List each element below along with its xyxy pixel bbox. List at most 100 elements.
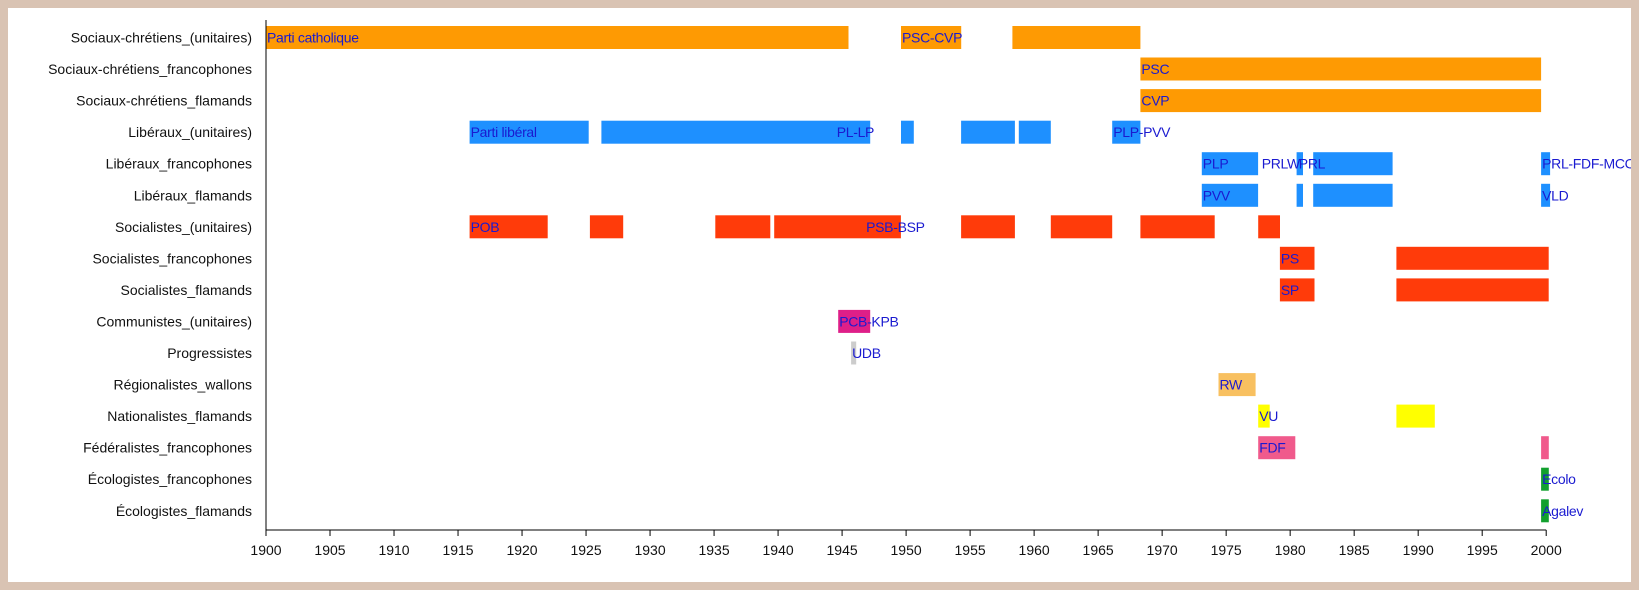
x-tick-label-1905: 1905 (314, 542, 345, 558)
bar-liberaux-unitaires-6 (1112, 120, 1141, 144)
x-tick-label-1910: 1910 (378, 542, 409, 558)
party-timeline-chart: Sociaux-chrétiens_(unitaires) Sociaux-chr… (48, 20, 1631, 558)
segment-label-psb-bsp: PSB-BSP (866, 219, 925, 235)
bar-nationalistes-flamands-1 (1258, 404, 1270, 428)
row-label-communistes-unitaires: Communistes_(unitaires) (96, 313, 252, 329)
bar-liberaux-flamands-4 (1541, 183, 1551, 207)
bar-progressistes-1 (851, 341, 857, 365)
x-tick-label-1940: 1940 (763, 542, 794, 558)
bar-socialistes-unitaires-2 (589, 215, 624, 239)
row-label-liberaux-francophones: Libéraux_francophones (106, 156, 252, 172)
segment-label-ecolo: Ecolo (1542, 471, 1576, 487)
row-label-socialistes-unitaires: Socialistes_(unitaires) (115, 219, 252, 235)
bar-liberaux-francophones-1 (1201, 152, 1259, 176)
row-label-ecologistes-francophones: Écologistes_francophones (88, 471, 252, 487)
bar-liberaux-francophones-4 (1541, 152, 1551, 176)
row-label-liberaux-unitaires: Libéraux_(unitaires) (128, 124, 252, 140)
bar-liberaux-unitaires-2 (601, 120, 871, 144)
bar-ecologistes-francophones-1 (1541, 467, 1549, 491)
x-tick-label-1965: 1965 (1083, 542, 1114, 558)
bar-liberaux-flamands-2 (1296, 183, 1303, 207)
segment-label-sp: SP (1281, 282, 1299, 298)
segment-label-agalev: Agalev (1542, 503, 1583, 519)
segment-label-parti-catholique: Parti catholique (267, 30, 359, 46)
bar-liberaux-unitaires-4 (961, 120, 1015, 144)
x-tick-label-1945: 1945 (827, 542, 858, 558)
segment-label-vld: VLD (1542, 187, 1569, 203)
segment-label-cvp: CVP (1141, 93, 1169, 109)
axes: 1900 1905 1910 1915 1920 1925 1930 1935 1940 1945… (250, 20, 1562, 558)
bar-liberaux-francophones-3 (1313, 152, 1393, 176)
bar-socialistes-unitaires-7 (1140, 215, 1215, 239)
x-tick-label-1935: 1935 (698, 542, 729, 558)
row-label-regionalistes-wallons: Régionalistes_wallons (113, 377, 252, 393)
segment-label-pvv: PVV (1203, 187, 1231, 203)
x-tick-label-1975: 1975 (1211, 542, 1242, 558)
bar-socialistes-flamands-1 (1279, 278, 1315, 302)
segment-label-plp: PLP (1203, 156, 1229, 172)
bar-liberaux-francophones-2 (1296, 152, 1303, 176)
bar-socialistes-francophones-2 (1396, 246, 1549, 270)
row-label-socialistes-francophones: Socialistes_francophones (92, 250, 252, 266)
bar-liberaux-unitaires-1 (469, 120, 589, 144)
x-tick-label-1980: 1980 (1275, 542, 1306, 558)
row-label-nationalistes-flamands: Nationalistes_flamands (107, 408, 252, 424)
x-tick-label-1970: 1970 (1147, 542, 1178, 558)
bar-liberaux-unitaires-3 (901, 120, 914, 144)
segment-label-pl-lp: PL-LP (837, 124, 874, 140)
bar-federalistes-francophones-1 (1258, 436, 1296, 460)
row-label-ecologistes-flamands: Écologistes_flamands (116, 503, 252, 519)
bar-communistes-unitaires-1 (838, 309, 871, 333)
segment-label-prl: PRL (1299, 156, 1326, 172)
segment-label-parti-liberal: Parti libéral (471, 124, 537, 140)
bar-socialistes-flamands-2 (1396, 278, 1549, 302)
x-tick-label-1960: 1960 (1019, 542, 1050, 558)
bar-sociaux-chretiens-unitaires-2 (901, 26, 962, 49)
segment-label-psc: PSC (1141, 61, 1169, 77)
row-label-federalistes-francophones: Fédéralistes_francophones (83, 440, 252, 456)
bar-socialistes-unitaires-8 (1258, 215, 1280, 239)
bar-socialistes-unitaires-4 (774, 215, 901, 239)
x-tick-label-1925: 1925 (570, 542, 601, 558)
x-tick-label-1900: 1900 (250, 542, 281, 558)
chart-panel: Sociaux-chrétiens_(unitaires) Sociaux-chr… (8, 8, 1631, 582)
segment-labels: Parti catholique PSC-CVP PSC CVP Parti libér… (267, 30, 1631, 519)
bar-ecologistes-flamands-1 (1541, 499, 1549, 523)
x-tick-label-1930: 1930 (634, 542, 665, 558)
segment-label-pcb-kpb: PCB-KPB (839, 313, 898, 329)
segment-label-pob: POB (471, 219, 500, 235)
bar-liberaux-flamands-3 (1313, 183, 1393, 207)
bar-sociaux-chretiens-unitaires-3 (1012, 26, 1141, 49)
segment-label-prlw: PRLW (1262, 156, 1301, 172)
row-label-sociaux-chretiens-francophones: Sociaux-chrétiens_francophones (48, 61, 252, 77)
x-tick-label-2000: 2000 (1531, 542, 1562, 558)
bar-liberaux-flamands-1 (1201, 183, 1259, 207)
row-label-sociaux-chretiens-unitaires: Sociaux-chrétiens_(unitaires) (71, 30, 252, 46)
bar-socialistes-unitaires-6 (1050, 215, 1113, 239)
bar-nationalistes-flamands-2 (1396, 404, 1435, 428)
bar-regionalistes-wallons-1 (1218, 373, 1256, 397)
segment-label-plp-pvv: PLP-PVV (1113, 124, 1171, 140)
segment-label-psc-cvp: PSC-CVP (902, 30, 962, 46)
x-tick-label-1915: 1915 (442, 542, 473, 558)
segment-label-prl-fdf-mcc: PRL-FDF-MCC (1542, 156, 1631, 172)
bar-sociaux-chretiens-flamands-1 (1140, 89, 1542, 113)
x-tick-label-1955: 1955 (955, 542, 986, 558)
row-label-liberaux-flamands: Libéraux_flamands (134, 187, 252, 203)
row-labels: Sociaux-chrétiens_(unitaires) Sociaux-chr… (48, 30, 252, 519)
bar-sociaux-chretiens-unitaires-1 (266, 26, 849, 49)
bar-socialistes-unitaires-3 (715, 215, 771, 239)
segment-label-vu: VU (1259, 408, 1278, 424)
bar-socialistes-unitaires-5 (961, 215, 1015, 239)
bar-liberaux-unitaires-5 (1018, 120, 1051, 144)
segment-label-rw: RW (1220, 377, 1244, 393)
segment-label-udb: UDB (852, 345, 881, 361)
segment-label-fdf: FDF (1259, 440, 1285, 456)
x-tick-label-1990: 1990 (1403, 542, 1434, 558)
segment-label-ps: PS (1281, 250, 1299, 266)
bar-socialistes-unitaires-1 (469, 215, 548, 239)
bar-federalistes-francophones-2 (1541, 436, 1549, 460)
row-label-socialistes-flamands: Socialistes_flamands (120, 282, 252, 298)
bar-sociaux-chretiens-francophones-1 (1140, 57, 1542, 81)
x-tick-label-1950: 1950 (891, 542, 922, 558)
